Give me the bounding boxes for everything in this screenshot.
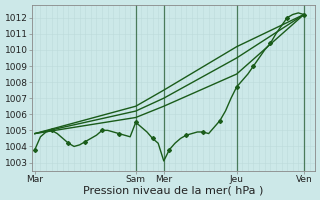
X-axis label: Pression niveau de la mer( hPa ): Pression niveau de la mer( hPa ) xyxy=(84,185,264,195)
